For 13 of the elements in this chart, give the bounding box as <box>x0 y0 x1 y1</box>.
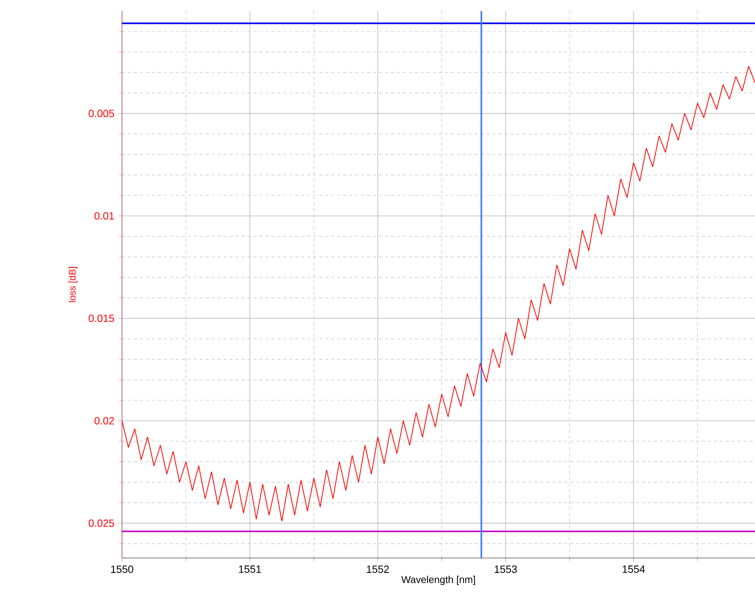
y-tick-label: 0.015 <box>88 314 114 322</box>
x-tick-label: 1551 <box>239 566 261 573</box>
x-axis-title: Wavelength [nm] <box>401 576 475 586</box>
y-tick-label: 0.01 <box>94 212 114 220</box>
x-tick-label: 1554 <box>622 566 645 573</box>
y-tick-label: 0.02 <box>94 417 114 424</box>
x-tick-label: 1550 <box>111 566 134 573</box>
y-tick-label: 0.005 <box>88 110 114 118</box>
x-tick-label: 1553 <box>494 566 517 573</box>
line-series <box>122 66 755 522</box>
y-tick-label: 0.025 <box>88 519 114 527</box>
x-tick-label: 1552 <box>366 566 389 573</box>
y-axis-title: loss [dB] <box>68 267 78 302</box>
